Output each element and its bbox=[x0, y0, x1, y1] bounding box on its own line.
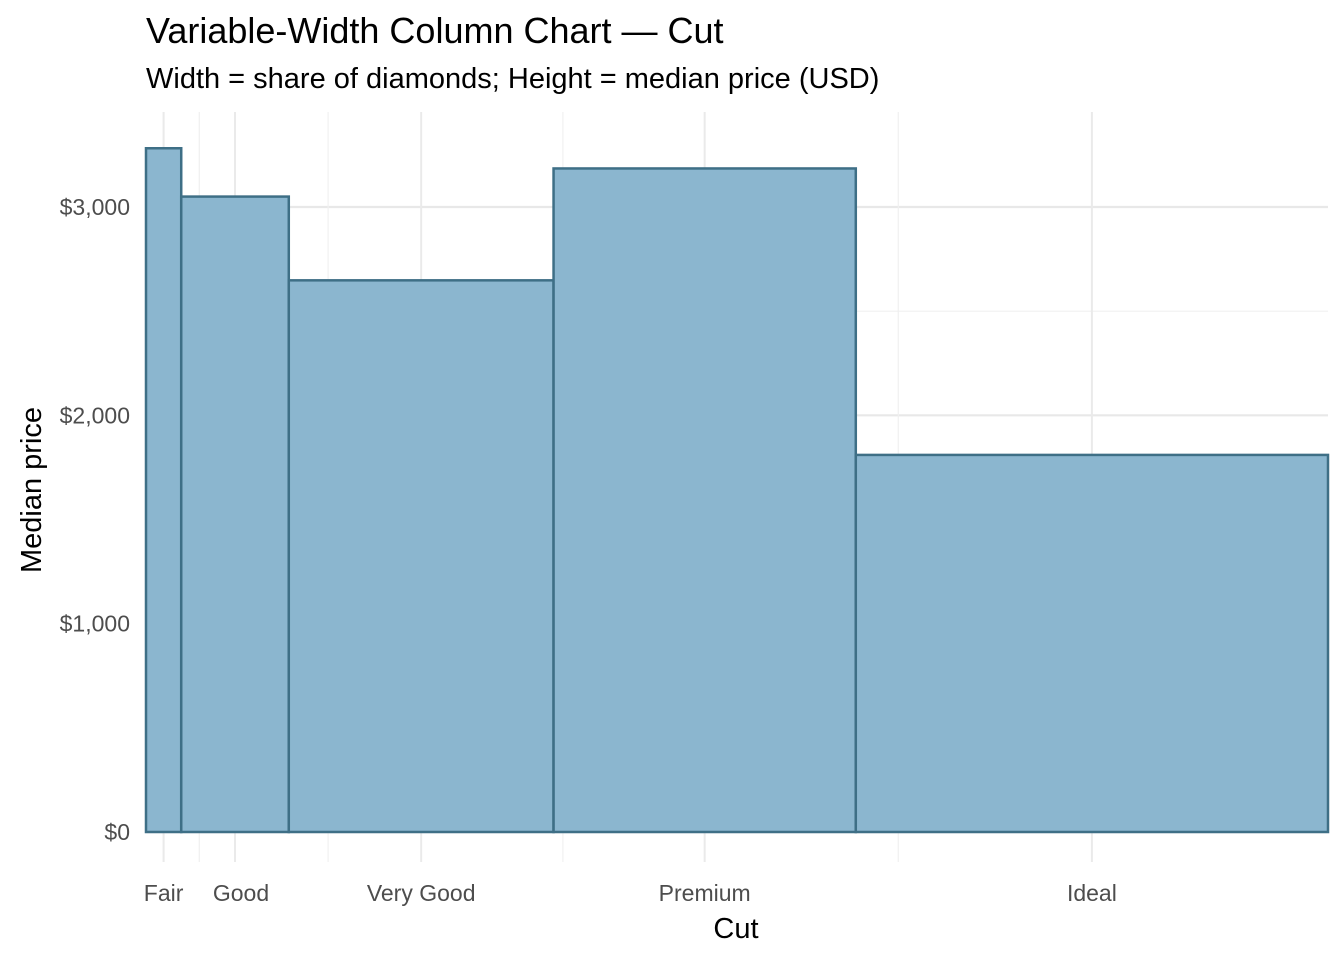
chart-subtitle: Width = share of diamonds; Height = medi… bbox=[146, 63, 880, 95]
x-tick-label: Very Good bbox=[367, 880, 476, 906]
x-axis-title: Cut bbox=[713, 913, 758, 945]
x-tick-labels: Fair Good Very Good Premium Ideal bbox=[144, 880, 1117, 906]
x-tick-label: Ideal bbox=[1067, 880, 1117, 906]
y-tick-labels: $0 $1,000 $2,000 $3,000 bbox=[60, 194, 130, 845]
y-tick-label: $1,000 bbox=[60, 611, 130, 637]
x-tick-label: Premium bbox=[659, 880, 751, 906]
chart-title: Variable-Width Column Chart — Cut bbox=[146, 10, 724, 51]
bar-ideal bbox=[854, 453, 1330, 834]
y-tick-label: $3,000 bbox=[60, 194, 130, 220]
x-tick-label: Fair bbox=[144, 880, 184, 906]
y-tick-label: $0 bbox=[104, 819, 130, 845]
y-tick-label: $2,000 bbox=[60, 402, 130, 428]
bar-fair bbox=[144, 147, 183, 834]
bars bbox=[144, 147, 1330, 834]
bar-good bbox=[179, 195, 291, 834]
y-axis-title: Median price bbox=[16, 407, 48, 573]
bar-premium bbox=[552, 167, 858, 834]
bar-very-good bbox=[287, 279, 555, 834]
x-tick-label: Good bbox=[213, 880, 269, 906]
